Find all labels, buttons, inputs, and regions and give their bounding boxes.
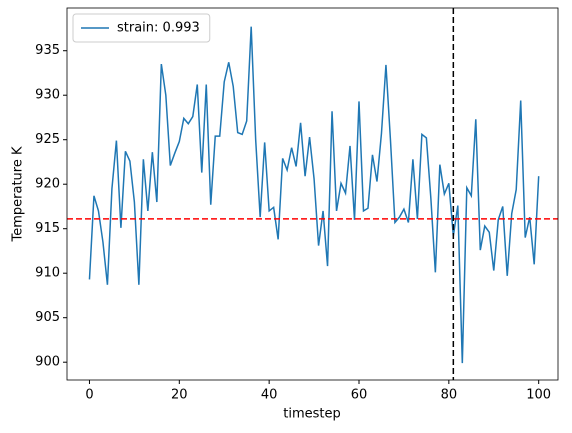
y-tick-label: 925 xyxy=(35,132,60,147)
line-series xyxy=(88,26,540,364)
x-tick-label: 60 xyxy=(351,388,368,403)
y-tick-label: 910 xyxy=(35,266,60,281)
y-tick-label: 900 xyxy=(35,355,60,370)
y-tick-label: 915 xyxy=(35,221,60,236)
y-tick-label: 930 xyxy=(35,88,60,103)
x-tick-label: 20 xyxy=(171,388,188,403)
x-tick-label: 80 xyxy=(441,388,458,403)
y-tick-label: 905 xyxy=(35,310,60,325)
x-tick-label: 0 xyxy=(85,388,93,403)
legend-label: strain: 0.993 xyxy=(117,21,200,36)
y-axis-label: Temperature K xyxy=(11,146,26,242)
x-tick-label: 40 xyxy=(261,388,278,403)
y-tick-label: 935 xyxy=(35,43,60,58)
plot-frame xyxy=(66,7,559,381)
y-tick-label: 920 xyxy=(35,177,60,192)
legend xyxy=(72,13,211,43)
x-axis-label: timestep xyxy=(283,407,341,422)
x-tick-label: 100 xyxy=(526,388,551,403)
